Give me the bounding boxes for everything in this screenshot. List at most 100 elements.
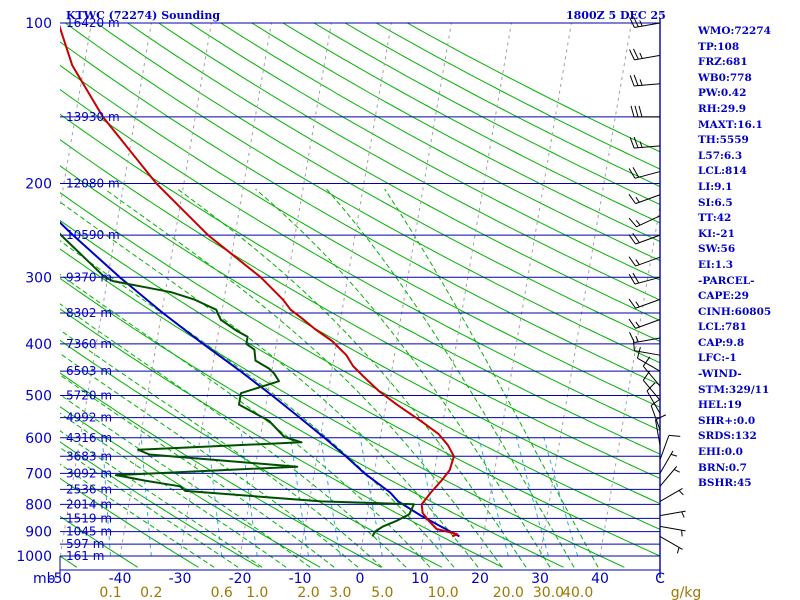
barb-flag — [636, 347, 641, 359]
wind-barb — [632, 339, 661, 356]
stat-item: LCL:814 — [698, 165, 747, 178]
barb-flag — [642, 356, 651, 367]
pressure-label: 600 — [25, 431, 52, 447]
dry-adiabat — [60, 41, 660, 386]
isotherm — [299, 23, 392, 557]
wind-barb — [629, 136, 661, 149]
wind-barb — [630, 105, 660, 118]
dry-adiabat — [60, 477, 199, 568]
wind-barb — [629, 16, 661, 29]
stat-item: WMO:72274 — [698, 25, 771, 37]
moist-adiabat — [384, 188, 599, 568]
barb-flag — [638, 105, 643, 117]
pressure-labels: 100 200 300 400 500 600 700 800 900 1000 mb — [16, 16, 55, 587]
moist-adiabat — [60, 374, 335, 568]
temperature-label: -20 — [229, 571, 252, 587]
barb-half-flag — [639, 141, 643, 148]
pressure-label: 800 — [25, 497, 52, 513]
moist-adiabat — [60, 201, 479, 568]
moist-adiabat — [60, 352, 359, 568]
barb-shaft — [642, 379, 661, 401]
barb-flag — [633, 48, 639, 60]
barb-shaft — [659, 466, 678, 487]
mixing-ratio-label: 30.0 — [533, 585, 564, 600]
height-label: 4992 m — [66, 411, 112, 425]
temperature-label: 10 — [411, 571, 429, 587]
pressure-unit-label: mb — [33, 571, 56, 587]
height-label: 9370 m — [66, 270, 112, 284]
moist-adiabat — [60, 430, 263, 568]
barb-shaft — [659, 450, 674, 474]
dry-adiabat — [188, 23, 660, 281]
barb-half-flag — [635, 259, 640, 265]
stat-item: LI:9.1 — [698, 180, 733, 193]
stat-item: PW:0.42 — [698, 87, 747, 100]
isotherms — [60, 23, 660, 557]
height-label: 10590 m — [66, 228, 120, 242]
barb-shaft — [654, 419, 661, 446]
barb-half-flag — [673, 468, 680, 473]
wind-barb — [659, 525, 686, 537]
dry-adiabat — [60, 139, 660, 480]
mixing-ratio-line — [477, 433, 509, 557]
height-label: 161 m — [66, 549, 104, 563]
stat-item: CINH:60805 — [698, 305, 772, 318]
wind-barb — [642, 370, 661, 401]
wind-barb — [628, 215, 661, 228]
stat-item: SW:56 — [698, 243, 736, 256]
barb-flag — [628, 318, 636, 329]
barb-shaft — [642, 365, 661, 387]
barb-flag — [633, 74, 639, 86]
stat-item: LCL:781 — [698, 321, 747, 334]
moist-adiabat — [177, 188, 527, 568]
height-label: 2014 m — [66, 497, 112, 511]
barb-shaft — [634, 83, 661, 87]
mixing-ratio-line — [101, 433, 111, 557]
stat-item: BRN:0.7 — [698, 461, 747, 474]
stat-item: -PARCEL- — [698, 274, 755, 287]
mixing-ratio-line — [140, 433, 152, 557]
barb-shaft — [635, 319, 661, 329]
moist-adiabat — [326, 188, 575, 568]
dry-adiabat — [95, 23, 660, 342]
pressure-label: 1000 — [16, 549, 52, 565]
mixing-ratio-label: 0.2 — [140, 585, 162, 600]
mixing-ratio-label: 40.0 — [562, 585, 593, 600]
barb-shaft — [659, 510, 686, 517]
stat-item: KI:-21 — [698, 227, 735, 240]
stat-item: RH:29.9 — [698, 102, 747, 115]
barb-flag — [628, 194, 636, 204]
isotherm — [60, 23, 92, 210]
mixing-ratio-line — [416, 433, 444, 557]
barb-shaft — [636, 215, 661, 228]
stat-item: SI:6.5 — [698, 196, 733, 209]
barb-flag — [668, 434, 681, 437]
stat-item: EI:1.3 — [698, 258, 734, 271]
barb-shaft — [659, 435, 670, 460]
wind-barb — [659, 488, 684, 502]
mixing-ratio-labels: 0.1 0.2 0.6 1.0 2.0 3.0 5.0 10.0 20.0 30.040.0 g/k… — [99, 585, 701, 600]
stat-item: MAXT:16.1 — [698, 118, 763, 131]
stat-item: L57:6.3 — [698, 149, 743, 162]
barb-flag — [634, 105, 639, 117]
wind-barb — [628, 298, 661, 309]
barb-flag — [632, 272, 640, 284]
barb-flag — [628, 168, 636, 179]
moist-adiabat — [60, 394, 311, 568]
barb-shaft — [635, 298, 661, 309]
barb-half-flag — [639, 79, 643, 86]
height-labels: 16420 m 13930 m 12080 m 10590 m 9370 m 8302 m… — [66, 16, 120, 563]
barb-shaft — [634, 171, 661, 179]
mixing-ratio-line — [515, 433, 549, 557]
barb-flag — [633, 16, 639, 28]
barb-shaft — [659, 525, 686, 532]
stat-item: HEL:19 — [698, 399, 742, 412]
barb-flag — [650, 398, 661, 406]
wind-barb — [654, 414, 667, 446]
dry-adiabat — [60, 113, 660, 455]
stat-item: -WIND- — [698, 368, 742, 381]
valid-time: 1800Z 5 DEC 25 — [566, 9, 666, 22]
dry-adiabat — [0, 11, 16, 567]
barb-flag — [628, 234, 636, 245]
chart-title: KTWC (72274) Sounding — [66, 9, 221, 22]
